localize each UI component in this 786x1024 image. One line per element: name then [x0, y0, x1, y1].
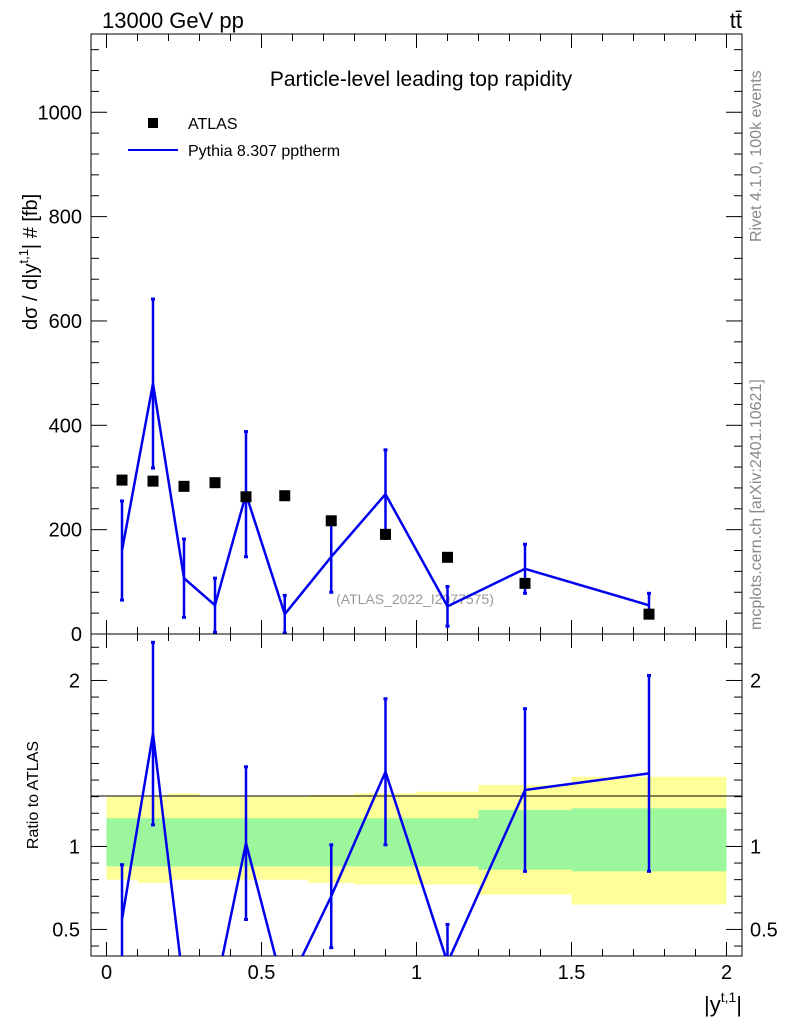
- atlas-data-point: [519, 577, 531, 589]
- ratio-panel: 0.5 0.5 1 1 2 2 Ratio to ATLAS: [25, 633, 778, 957]
- atlas-data-point: [178, 480, 190, 492]
- ratio-tick-label-left: 1: [69, 836, 80, 858]
- x-tick-label: 1.5: [558, 962, 586, 984]
- mcplots-label: mcplots.cern.ch [arXiv:2401.10621]: [748, 379, 765, 630]
- x-tick-label: 1: [411, 962, 422, 984]
- chart-title: Particle-level leading top rapidity: [270, 68, 573, 91]
- ratio-tick-label-left: 0.5: [52, 919, 80, 941]
- atlas-data-point: [116, 474, 128, 486]
- legend-label-atlas: ATLAS: [188, 116, 238, 133]
- ratio-tick-label-right: 1: [750, 836, 761, 858]
- atlas-data-point: [643, 608, 655, 620]
- stat-uncertainty-band: [168, 818, 200, 867]
- rivet-version-label: Rivet 4.1.0, 100k events: [748, 70, 765, 242]
- ratio-tick-label-right: 2: [750, 670, 761, 692]
- y-tick-label: 200: [49, 520, 82, 542]
- legend-marker-atlas: [148, 118, 158, 128]
- main-panel: 0 200 400 600 800 1000 Particle-level leading…: [16, 33, 743, 646]
- x-tick-label: 0.5: [248, 962, 276, 984]
- x-axis-label: |yt,1|: [704, 989, 742, 1017]
- y-tick-label: 0: [71, 624, 82, 646]
- atlas-data-point: [380, 528, 391, 540]
- atlas-data-point: [325, 515, 337, 527]
- y-tick-label: 400: [49, 415, 82, 437]
- ratio-tick-label-left: 2: [69, 670, 80, 692]
- atlas-data-point: [209, 477, 221, 489]
- header-process-label: tt̄: [730, 8, 742, 33]
- y-axis-label: dσ / d|yt,1| # [fb]: [16, 194, 42, 330]
- atlas-data-point: [147, 475, 159, 487]
- atlas-data-point: [442, 551, 453, 563]
- y-tick-label: 600: [49, 311, 82, 333]
- y-tick-label: 800: [49, 207, 82, 229]
- legend-label-pythia: Pythia 8.307 pptherm: [188, 143, 340, 160]
- mc-ratio-line: [120, 733, 650, 956]
- stat-uncertainty-band: [199, 818, 231, 867]
- x-tick-label: 0: [101, 962, 112, 984]
- atlas-data-point: [279, 490, 291, 502]
- ratio-y-axis-label: Ratio to ATLAS: [25, 741, 42, 849]
- y-tick-label: 1000: [38, 102, 83, 124]
- header-energy-label: 13000 GeV pp: [102, 8, 244, 33]
- ratio-tick-label-right: 0.5: [750, 919, 778, 941]
- stat-uncertainty-band: [261, 818, 308, 867]
- watermark: (ATLAS_2022_I2077575): [336, 591, 494, 607]
- stat-uncertainty-band: [416, 818, 479, 867]
- atlas-data-point: [240, 491, 252, 503]
- x-tick-label: 2: [721, 962, 732, 984]
